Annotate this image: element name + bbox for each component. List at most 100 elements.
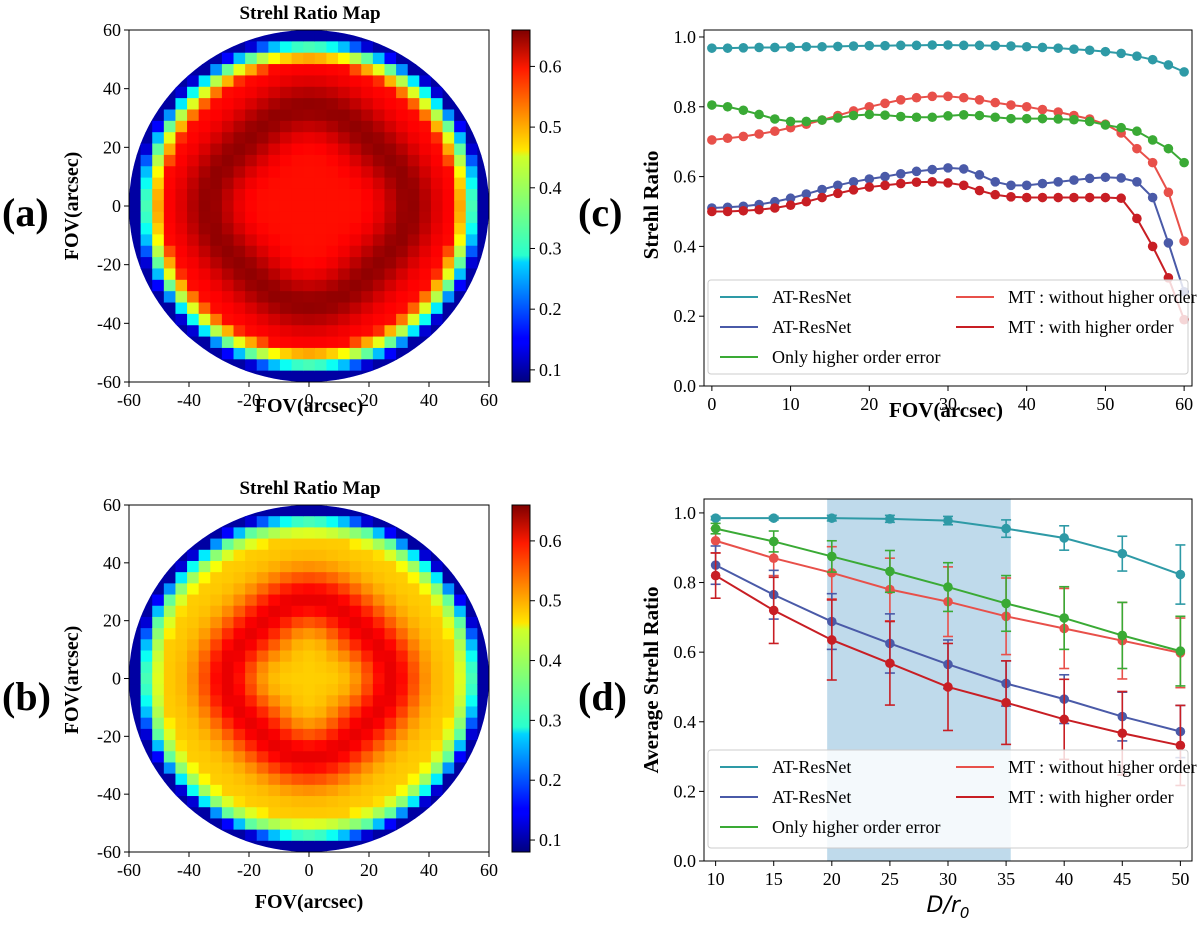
heatmap-cell <box>175 200 188 213</box>
heatmap-cell <box>291 706 304 719</box>
heatmap-cell <box>152 177 165 190</box>
heatmap-cell <box>198 661 211 674</box>
y-tick-label: 0.4 <box>674 236 697 256</box>
heatmap-cell <box>210 325 223 338</box>
heatmap-cell <box>396 313 409 326</box>
heatmap-cell <box>326 840 339 852</box>
heatmap-cell <box>187 211 200 224</box>
heatmap-cell <box>175 98 188 111</box>
heatmap-cell <box>477 120 489 133</box>
heatmap-cell <box>361 257 374 270</box>
heatmap-cell <box>396 740 409 752</box>
heatmap-cell <box>384 30 397 42</box>
heatmap-cell <box>477 572 489 584</box>
heatmap-cell <box>221 516 235 528</box>
data-point <box>817 41 827 52</box>
heatmap-cell <box>303 717 316 730</box>
heatmap-cell <box>361 268 374 281</box>
heatmap-cell <box>314 347 328 360</box>
heatmap-cell <box>268 223 281 235</box>
heatmap-cell <box>442 560 455 573</box>
heatmap-cell <box>210 98 223 111</box>
heatmap-cell <box>361 234 374 247</box>
heatmap-cell <box>407 41 420 54</box>
heatmap-cell <box>129 109 142 122</box>
data-point <box>864 40 875 51</box>
heatmap-cell <box>198 98 211 111</box>
heatmap-cell <box>291 818 304 831</box>
colorbar-tick-label: 0.5 <box>539 591 562 611</box>
heatmap-cell <box>361 245 374 258</box>
heatmap-cell <box>187 505 200 517</box>
x-tick-label: -60 <box>117 860 141 880</box>
heatmap-cell <box>233 30 246 42</box>
data-point <box>1084 192 1095 203</box>
series-dark_red <box>707 177 1189 325</box>
heatmap-cell <box>256 86 269 99</box>
heatmap-cell <box>140 717 153 730</box>
heatmap-cell <box>372 98 386 111</box>
heatmap-cell <box>221 695 235 708</box>
data-point <box>1021 101 1032 112</box>
heatmap-cell <box>477 516 489 528</box>
heatmap-cell <box>140 740 153 752</box>
heatmap-cell <box>140 773 153 786</box>
heatmap-cell <box>187 336 200 349</box>
heatmap-cell <box>303 639 316 652</box>
heatmap-cell <box>291 359 304 372</box>
heatmap-cell <box>140 370 153 382</box>
heatmap-cell <box>454 109 467 122</box>
heatmap-cell <box>210 302 223 315</box>
heatmap-cell <box>314 672 328 685</box>
data-point <box>1132 143 1142 154</box>
heatmap-cell <box>361 505 374 517</box>
heatmap-cell <box>465 30 478 42</box>
heatmap-cell <box>465 234 478 247</box>
heatmap-cell <box>175 211 188 224</box>
data-point <box>1116 193 1126 204</box>
heatmap-cell <box>314 359 328 372</box>
heatmap-cell <box>396 41 409 54</box>
heatmap-cell <box>326 41 339 54</box>
heatmap-cell <box>279 41 293 54</box>
heatmap-cell <box>140 560 153 573</box>
heatmap-cell <box>338 223 351 235</box>
heatmap-cell <box>198 234 211 247</box>
heatmap-cell <box>419 796 432 808</box>
heatmap-cell <box>268 594 281 607</box>
heatmap-cell <box>396 728 409 741</box>
heatmap-cell <box>314 98 328 111</box>
heatmap-cell <box>198 628 211 640</box>
heatmap-cell <box>233 572 246 584</box>
heatmap-cell <box>210 751 223 764</box>
heatmap-cell <box>396 583 409 596</box>
heatmap-cell <box>268 132 281 145</box>
heatmap-cell <box>349 717 362 730</box>
heatmap-cell <box>268 188 281 201</box>
heatmap-cell <box>268 784 281 797</box>
heatmap-cell <box>338 313 351 326</box>
heatmap-cell <box>152 572 165 584</box>
heatmap-cell <box>187 223 200 235</box>
heatmap-cell <box>279 336 293 349</box>
heatmap-cell <box>279 516 293 528</box>
heatmap-cell <box>477 177 489 190</box>
heatmap-cell <box>326 370 339 382</box>
heatmap-cell <box>221 751 235 764</box>
heatmap-cell <box>233 211 246 224</box>
heatmap-cell <box>407 279 420 292</box>
heatmap-cell <box>245 64 258 77</box>
heatmap-cell <box>198 86 211 99</box>
heatmap-cell <box>314 75 328 88</box>
heatmap-cell <box>129 268 142 281</box>
heatmap-cell <box>291 583 304 596</box>
heatmap-cell <box>419 188 432 201</box>
heatmap-cell <box>221 628 235 640</box>
panel-label-a: (a) <box>2 190 49 235</box>
heatmap-cell <box>291 370 304 382</box>
heatmap-cell <box>198 807 211 820</box>
heatmap-cell <box>338 268 351 281</box>
heatmap-cell <box>221 257 235 270</box>
heatmap-cell <box>175 695 188 708</box>
heatmap-cell <box>152 594 165 607</box>
